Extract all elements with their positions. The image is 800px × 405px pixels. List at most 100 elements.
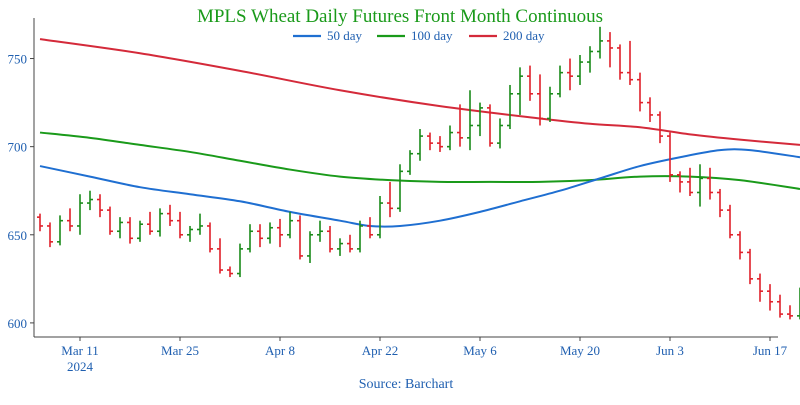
- ohlc-bar: [567, 58, 573, 91]
- ohlc-bar: [327, 225, 333, 253]
- ohlc-bar: [127, 217, 133, 244]
- ohlc-bar: [477, 102, 483, 137]
- ohlc-bar: [467, 90, 473, 151]
- ohlc-bar: [147, 211, 153, 235]
- ohlc-bar: [627, 40, 633, 85]
- ohlc-bar: [347, 234, 353, 253]
- chart-title: MPLS Wheat Daily Futures Front Month Con…: [197, 6, 603, 27]
- ohlc-bar: [357, 220, 363, 253]
- ohlc-bar: [117, 217, 123, 239]
- y-tick-label: 650: [8, 228, 28, 243]
- ohlc-bar: [167, 204, 173, 226]
- ohlc-bar: [57, 215, 63, 246]
- ohlc-bar: [507, 84, 513, 130]
- price-bars: [37, 26, 800, 320]
- ohlc-bar: [217, 238, 223, 274]
- ohlc-bar: [137, 220, 143, 242]
- ohlc-bar: [307, 231, 313, 263]
- ohlc-bar: [787, 305, 793, 320]
- ohlc-bar: [577, 55, 583, 85]
- ohlc-bar: [777, 294, 783, 318]
- axes: [33, 18, 778, 338]
- y-tick-label: 600: [8, 316, 28, 331]
- ohlc-bar: [517, 67, 523, 115]
- ohlc-bar: [227, 266, 233, 278]
- ohlc-bar: [587, 46, 593, 73]
- sma-200-line: [39, 38, 800, 146]
- ohlc-bar: [747, 248, 753, 285]
- x-tick-label: Mar 11: [61, 343, 98, 358]
- ohlc-bar: [727, 204, 733, 239]
- ohlc-bar: [427, 132, 433, 151]
- ohlc-bar: [657, 111, 663, 144]
- ohlc-bar: [267, 222, 273, 244]
- ohlc-bar: [37, 213, 43, 232]
- source-label: Source: Barchart: [359, 377, 454, 392]
- ohlc-bar: [87, 190, 93, 211]
- x-tick-label: Jun 17: [753, 343, 788, 358]
- ohlc-bar: [407, 150, 413, 175]
- y-axis-ticks: 600 650 700 750: [8, 52, 34, 331]
- ohlc-bar: [77, 194, 83, 235]
- x-tick-label: Mar 25: [161, 343, 199, 358]
- y-tick-label: 700: [8, 140, 28, 155]
- ohlc-bar: [637, 72, 643, 112]
- legend-label: 50 day: [327, 28, 363, 43]
- ohlc-bar: [107, 206, 113, 235]
- ohlc-bar: [97, 194, 103, 218]
- ohlc-bar: [497, 118, 503, 149]
- x-tick-label: May 6: [463, 343, 497, 358]
- ohlc-bar: [277, 218, 283, 248]
- ohlc-bar: [207, 222, 213, 253]
- ohlc-bar: [197, 213, 203, 235]
- ohlc-bar: [457, 104, 463, 147]
- ohlc-bar: [67, 208, 73, 232]
- legend: 50 day 100 day 200 day: [293, 28, 545, 43]
- ohlc-bar: [707, 167, 713, 200]
- ohlc-bar: [317, 220, 323, 242]
- moving-average-lines: [39, 38, 800, 228]
- x-tick-label: May 20: [560, 343, 600, 358]
- ohlc-bar: [597, 26, 603, 59]
- ohlc-bar: [547, 86, 553, 122]
- ohlc-bar: [767, 284, 773, 311]
- y-tick-label: 750: [8, 52, 28, 67]
- ohlc-bar: [617, 44, 623, 80]
- ohlc-bar: [487, 104, 493, 147]
- ohlc-bar: [607, 32, 613, 68]
- ohlc-bar: [387, 181, 393, 218]
- ohlc-bar: [237, 243, 243, 278]
- ohlc-bar: [397, 164, 403, 212]
- ohlc-bar: [697, 164, 703, 207]
- x-tick-label: Apr 8: [265, 343, 295, 358]
- ohlc-bar: [257, 224, 263, 248]
- ohlc-bar: [647, 97, 653, 122]
- ohlc-bar: [537, 74, 543, 126]
- ohlc-bar: [297, 215, 303, 260]
- ohlc-bar: [47, 222, 53, 248]
- x-tick-label: Apr 22: [362, 343, 398, 358]
- ohlc-bar: [677, 171, 683, 193]
- ohlc-bar: [417, 129, 423, 161]
- sma-100-line: [39, 131, 800, 190]
- ohlc-bar: [337, 238, 343, 256]
- ohlc-bar: [247, 224, 253, 253]
- ohlc-bar: [667, 132, 673, 182]
- ohlc-bar: [557, 65, 563, 98]
- ohlc-bar: [157, 208, 163, 237]
- ohlc-bar: [447, 125, 453, 151]
- legend-label: 100 day: [411, 28, 453, 43]
- legend-label: 200 day: [503, 28, 545, 43]
- ohlc-bar: [527, 65, 533, 101]
- sma-50-line: [39, 148, 800, 228]
- ohlc-bar: [187, 225, 193, 242]
- ohlc-bar: [377, 196, 383, 239]
- ohlc-bar: [367, 217, 373, 239]
- ohlc-bar: [737, 231, 743, 260]
- x-tick-sublabel: 2024: [67, 359, 94, 374]
- ohlc-bar: [287, 211, 293, 239]
- ohlc-bar: [177, 211, 183, 239]
